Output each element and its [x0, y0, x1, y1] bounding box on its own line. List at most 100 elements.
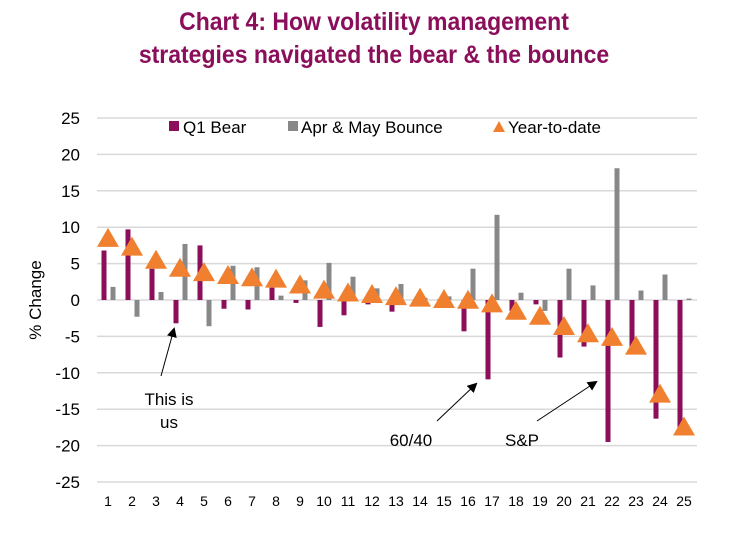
bar-apr-may-bounce: [110, 286, 116, 300]
bar-apr-may-bounce: [566, 268, 572, 300]
x-tick-label: 17: [484, 493, 500, 509]
bar-q1-bear: [317, 300, 323, 327]
x-tick-label: 12: [364, 493, 380, 509]
marker-year-to-date: [121, 236, 143, 256]
y-tick-label: -10: [55, 364, 80, 383]
annotation-arrow-sp: [536, 380, 598, 422]
marker-year-to-date: [265, 268, 287, 288]
marker-year-to-date: [577, 323, 599, 343]
x-tick-label: 23: [628, 493, 644, 509]
bar-q1-bear: [221, 300, 227, 309]
x-tick-label: 6: [224, 493, 232, 509]
marker-year-to-date: [313, 279, 335, 299]
y-tick-label: 20: [61, 145, 80, 164]
x-tick-label: 15: [436, 493, 452, 509]
chart-title-line-2: strategies navigated the bear & the boun…: [138, 41, 610, 69]
y-tick-label: 5: [71, 255, 80, 274]
x-tick-label: 16: [460, 493, 476, 509]
x-tick-label: 18: [508, 493, 524, 509]
bar-q1-bear: [461, 300, 467, 332]
marker-year-to-date: [529, 305, 551, 325]
legend-swatch-q1-bear: [169, 121, 179, 131]
marker-year-to-date: [409, 287, 431, 307]
y-tick-label: 25: [61, 109, 80, 128]
bar-q1-bear: [125, 229, 131, 300]
bar-apr-may-bounce: [494, 214, 500, 300]
ytd-markers: [97, 227, 695, 436]
bar-q1-bear: [581, 300, 587, 347]
annotation-this-is-us: This is us: [144, 327, 194, 432]
marker-year-to-date: [97, 227, 119, 247]
annotation-arrow-60-40: [436, 382, 478, 422]
x-tick-label: 2: [128, 493, 136, 509]
marker-year-to-date: [433, 289, 455, 309]
annotation-text-sp: S&P: [505, 431, 539, 450]
x-tick-label: 11: [341, 493, 356, 509]
gridlines: [97, 117, 697, 483]
marker-year-to-date: [193, 262, 215, 282]
bar-q1-bear: [341, 300, 347, 316]
bar-apr-may-bounce: [638, 290, 644, 300]
bar-apr-may-bounce: [470, 268, 476, 300]
marker-year-to-date: [673, 416, 695, 436]
annotation-text-this-is-us-line-2: us: [160, 413, 178, 432]
annotation-text-this-is-us-line-1: This is: [144, 390, 193, 409]
x-tick-label: 14: [412, 493, 428, 509]
legend-label-apr-may-bounce: Apr & May Bounce: [301, 118, 443, 137]
x-tick-label: 13: [388, 493, 404, 509]
y-tick-label: -15: [55, 400, 80, 419]
bar-q1-bear: [509, 300, 515, 311]
x-tick-label: 20: [556, 493, 572, 509]
marker-year-to-date: [169, 257, 191, 277]
marker-year-to-date: [217, 265, 239, 285]
x-tick-label: 7: [248, 493, 256, 509]
bar-q1-bear: [173, 300, 179, 324]
x-tick-label: 1: [104, 493, 112, 509]
bar-apr-may-bounce: [614, 168, 620, 300]
marker-year-to-date: [553, 315, 575, 335]
legend-label-year-to-date: Year-to-date: [508, 118, 601, 137]
annotation-sp: S&P: [505, 380, 598, 450]
x-tick-label: 3: [152, 493, 160, 509]
bar-apr-may-bounce: [350, 276, 356, 300]
x-axis-ticks: 1 2 3 4 5 6 7 8 9 10 11 12 13 14 15 16 17 18 19 20 21 22 23 24 2…: [104, 493, 692, 509]
bar-apr-may-bounce: [326, 262, 332, 300]
y-tick-label: -5: [65, 327, 80, 346]
bar-apr-may-bounce: [158, 291, 164, 300]
bar-q1-bear: [629, 300, 635, 354]
bar-apr-may-bounce: [518, 292, 524, 300]
x-tick-label: 9: [296, 493, 304, 509]
legend-label-q1-bear: Q1 Bear: [183, 118, 247, 137]
x-tick-label: 21: [580, 493, 596, 509]
y-tick-label: -25: [55, 473, 80, 492]
y-tick-label: 0: [71, 291, 80, 310]
x-tick-label: 10: [316, 493, 332, 509]
marker-year-to-date: [145, 249, 167, 269]
bar-q1-bear: [149, 268, 155, 300]
bar-apr-may-bounce: [206, 300, 212, 327]
x-tick-label: 25: [676, 493, 692, 509]
marker-year-to-date: [505, 300, 527, 320]
x-tick-label: 22: [604, 493, 620, 509]
y-axis-ticks: 25 20 15 10 5 0 -5 -10 -15 -20 -25: [55, 109, 80, 492]
x-tick-label: 8: [272, 493, 280, 509]
bar-apr-may-bounce: [398, 283, 404, 300]
annotation-60-40: 60/40: [390, 382, 478, 450]
x-tick-label: 5: [200, 493, 208, 509]
y-tick-label: -20: [55, 437, 80, 456]
legend-swatch-apr-may-bounce: [288, 121, 298, 131]
marker-year-to-date: [649, 383, 671, 403]
marker-year-to-date: [457, 289, 479, 309]
marker-year-to-date: [385, 286, 407, 306]
annotation-arrow-this-is-us: [160, 327, 177, 377]
x-tick-label: 24: [652, 493, 668, 509]
bar-q1-bear: [389, 300, 395, 312]
legend-triangle-icon: [493, 121, 505, 132]
marker-year-to-date: [481, 293, 503, 313]
bar-apr-may-bounce: [590, 285, 596, 300]
bar-q1-bear: [101, 250, 107, 300]
bar-apr-may-bounce: [134, 300, 140, 317]
bar-apr-may-bounce: [542, 300, 548, 311]
bar-q1-bear: [485, 300, 491, 380]
